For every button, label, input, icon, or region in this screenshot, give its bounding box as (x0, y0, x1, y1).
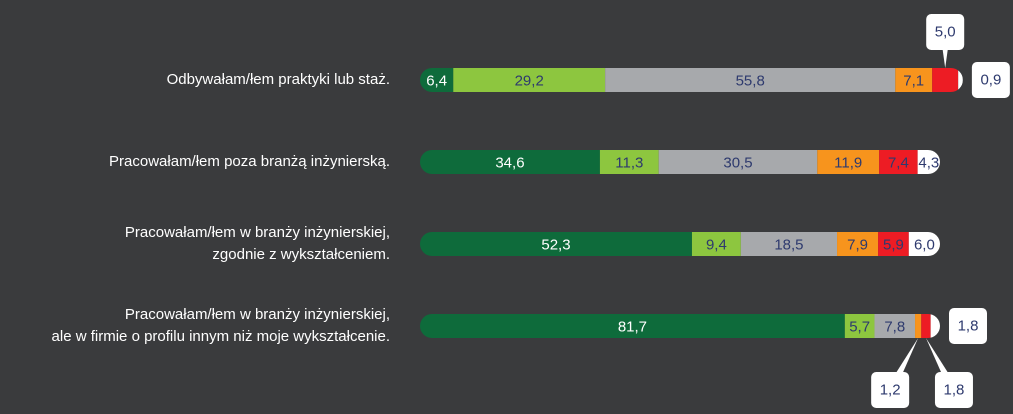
bar-segment (691, 232, 741, 256)
bar-segment (908, 232, 940, 256)
value-label: 0,9 (980, 72, 1001, 89)
bar-segment (878, 232, 909, 256)
bar-segment (420, 150, 600, 174)
value-label: 7,8 (884, 319, 905, 336)
category-label: Odbywałam/łem praktyki lub staż. (166, 71, 390, 88)
bar-segment (817, 150, 880, 174)
bar-segment (930, 314, 940, 338)
value-label: 29,2 (515, 73, 544, 90)
callout-box (971, 62, 1010, 98)
category-label: Pracowałam/łem w branży inżynierskiej, a… (51, 306, 390, 345)
bar-segment (874, 314, 916, 338)
bar-segment (921, 314, 931, 338)
bar-segment (420, 232, 692, 256)
callout: 1,8 (925, 338, 973, 408)
value-label: 5,0 (935, 24, 956, 41)
callout-box (949, 308, 987, 344)
bar-segment (958, 68, 963, 92)
value-label: 18,5 (774, 237, 803, 254)
bar-segment (932, 68, 959, 92)
value-label: 7,4 (888, 155, 909, 172)
value-label: 7,9 (847, 237, 868, 254)
category-label: Pracowałam/łem poza branżą inżynierską. (109, 153, 390, 170)
category-label: Pracowałam/łem w branży inżynierskiej, z… (124, 224, 390, 263)
callout-box (871, 372, 910, 408)
bar-segment (740, 232, 838, 256)
value-label: 7,1 (903, 73, 924, 90)
value-label: 1,8 (958, 318, 979, 335)
bar-segment (420, 68, 454, 92)
bar-segment (844, 314, 875, 338)
bar-segment (879, 150, 918, 174)
value-label: 5,9 (883, 237, 904, 254)
bar-row (420, 150, 940, 174)
bar-segment (605, 68, 896, 92)
bar-row (420, 68, 963, 92)
value-label: 81,7 (618, 319, 647, 336)
bar-segment (917, 150, 940, 174)
bar-row (420, 314, 940, 338)
bar-segment (658, 150, 818, 174)
value-label: 11,9 (834, 155, 862, 172)
callout: 0,9 (971, 62, 1010, 98)
value-label: 6,0 (914, 237, 935, 254)
value-label: 9,4 (706, 237, 727, 254)
callout: 1,8 (949, 308, 987, 344)
value-label: 11,3 (615, 155, 643, 172)
bar-segment (420, 314, 845, 338)
bar-segment (837, 232, 879, 256)
bar-segment (453, 68, 606, 92)
callout-box (926, 14, 965, 50)
callout: 5,0 (926, 14, 965, 68)
bar-segment (599, 150, 659, 174)
value-label: 34,6 (495, 155, 524, 172)
bar-row (420, 232, 940, 256)
bar-segment (895, 68, 933, 92)
value-label: 4,3 (918, 155, 939, 172)
value-label: 6,4 (426, 73, 447, 90)
value-label: 1,8 (944, 382, 965, 399)
value-label: 55,8 (736, 73, 765, 90)
bar-segment (915, 314, 922, 338)
value-label: 5,7 (849, 319, 870, 336)
value-label: 1,2 (880, 382, 901, 399)
callout: 1,2 (871, 338, 919, 408)
value-label: 30,5 (723, 155, 752, 172)
callout-box (934, 372, 973, 408)
value-label: 52,3 (541, 237, 570, 254)
